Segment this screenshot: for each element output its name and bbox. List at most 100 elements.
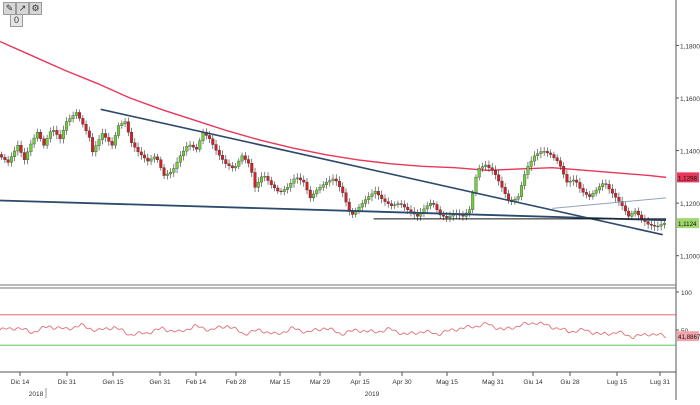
candle-body: [156, 156, 160, 160]
lower-trendline: [0, 199, 667, 222]
candle-body: [390, 203, 393, 206]
candle-body: [526, 166, 530, 175]
candle-body: [318, 187, 322, 191]
candle-body: [198, 140, 202, 150]
draw-tool-button[interactable]: ✎: [3, 2, 16, 15]
candle-body: [208, 135, 212, 139]
candle-body: [545, 151, 549, 154]
candle-body: [48, 131, 52, 139]
candle-body: [299, 177, 302, 181]
candle-body: [432, 202, 436, 205]
candle-body: [286, 187, 289, 190]
candle-body: [13, 150, 17, 157]
candle-body: [107, 137, 111, 142]
candle-body: [136, 147, 140, 153]
rsi-pane: 10050: [0, 290, 692, 346]
candle-body: [516, 196, 520, 200]
candle-body: [415, 213, 419, 217]
candle-body: [279, 190, 283, 193]
candle-body: [640, 214, 644, 220]
candle-body: [325, 181, 328, 185]
candle-body: [435, 204, 439, 210]
candle-body: [422, 208, 426, 213]
candle-body: [237, 160, 241, 167]
ma-price-tag: 1,1298: [678, 175, 697, 182]
x-year-label: 2018: [29, 391, 44, 398]
candle-body: [506, 193, 510, 201]
candle-body: [182, 150, 186, 157]
candle-body: [614, 193, 618, 198]
x-tick-label: Mar 15: [270, 379, 291, 386]
trendlines-layer: [0, 108, 667, 236]
candle-body: [558, 160, 562, 167]
candle-body: [536, 153, 540, 157]
candle-body: [630, 213, 634, 217]
zero-button[interactable]: 0: [10, 14, 23, 27]
candle-body: [84, 124, 88, 132]
candle-body: [58, 134, 62, 139]
candle-body: [224, 159, 228, 164]
candle-body: [81, 118, 85, 125]
candle-body: [302, 179, 306, 183]
candle-body: [146, 157, 150, 162]
candle-body: [35, 131, 39, 139]
candle-body: [474, 176, 478, 194]
candle-body: [240, 155, 244, 162]
candle-body: [623, 205, 627, 212]
candle-body: [295, 177, 299, 180]
candle-body: [68, 118, 72, 122]
candle-body: [402, 204, 406, 208]
candle-body: [620, 200, 624, 206]
last-price-tag: 1,1124: [678, 221, 697, 228]
candle-body: [409, 209, 413, 213]
candle-body: [0, 154, 4, 158]
x-tick-label: Dic 14: [11, 379, 30, 386]
candle-body: [263, 176, 267, 178]
candle-body: [230, 165, 234, 169]
candle-body: [162, 167, 166, 176]
candle-body: [214, 144, 218, 151]
candle-body: [39, 131, 43, 139]
candle-body: [487, 164, 491, 168]
candle-body: [282, 189, 286, 192]
candle-body: [331, 178, 335, 181]
candle-body: [6, 159, 10, 163]
candle-body: [139, 151, 143, 156]
candle-body: [477, 168, 481, 178]
line-tool-button[interactable]: ↗: [16, 2, 29, 15]
candle-body: [22, 152, 26, 160]
candle-body: [97, 139, 101, 146]
candle-body: [604, 183, 608, 185]
candle-body: [445, 216, 449, 218]
candle-body: [377, 191, 380, 196]
candle-body: [143, 154, 147, 159]
candle-body: [575, 179, 579, 183]
candle-body: [100, 133, 104, 140]
candle-body: [133, 142, 137, 148]
x-tick-label: Lug 15: [607, 379, 627, 386]
candle-body: [266, 176, 270, 181]
candle-body: [113, 135, 117, 146]
candle-body: [428, 202, 432, 206]
candle-body: [308, 189, 312, 199]
candle-body: [562, 166, 566, 175]
candle-body: [269, 180, 273, 185]
candle-body: [9, 156, 13, 163]
plot-background: [0, 0, 676, 400]
candle-body: [110, 141, 114, 146]
x-tick-label: Mag 15: [436, 379, 458, 386]
candle-body: [367, 196, 371, 200]
settings-button[interactable]: ⚙: [29, 2, 42, 15]
candle-body: [247, 159, 251, 164]
candle-body: [61, 130, 65, 139]
candle-body: [386, 201, 390, 204]
candle-body: [584, 192, 588, 195]
x-tick-label: Mar 29: [310, 379, 331, 386]
candle-body: [221, 155, 225, 160]
candle-body: [393, 204, 397, 206]
candle-body: [29, 143, 33, 153]
candle-body: [45, 138, 49, 146]
candle-body: [191, 144, 195, 148]
candle-body: [3, 156, 7, 160]
candle-body: [500, 180, 504, 188]
